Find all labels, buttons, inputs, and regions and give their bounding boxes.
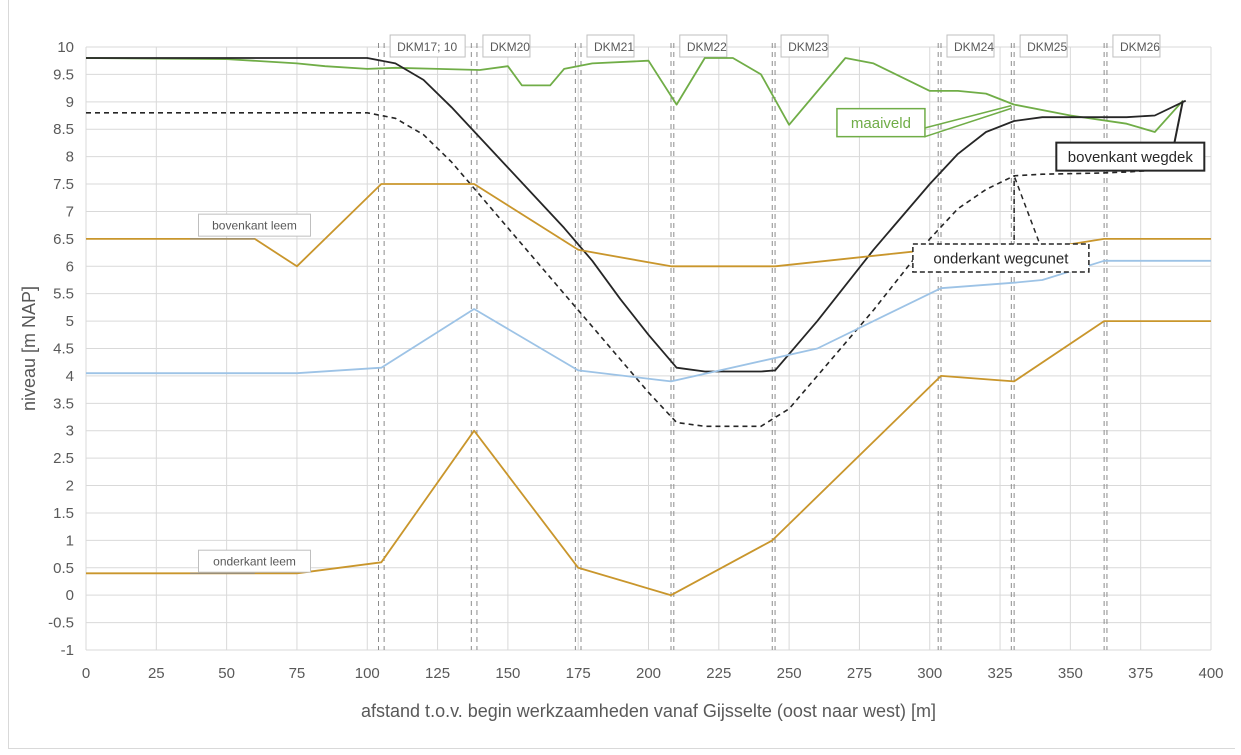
callout-label: onderkant wegcunet bbox=[933, 250, 1069, 267]
dkm-marker: DKM21 bbox=[574, 34, 635, 650]
dkm-label-box bbox=[482, 34, 531, 58]
y-tick-label: 4.5 bbox=[53, 341, 74, 358]
y-tick-label: 1.5 bbox=[53, 505, 74, 522]
x-tick-label: 125 bbox=[425, 665, 450, 682]
y-tick-label: 1 bbox=[66, 532, 74, 549]
x-tick-label: 350 bbox=[1058, 665, 1083, 682]
callout-onderkant-leem: onderkant leem bbox=[190, 549, 311, 574]
x-tick-label: 275 bbox=[847, 665, 872, 682]
x-tick-label: 325 bbox=[988, 665, 1013, 682]
dkm-label: DKM25 bbox=[1027, 40, 1067, 54]
x-tick-label: 175 bbox=[566, 665, 591, 682]
dkm-marker: DKM24 bbox=[937, 34, 995, 650]
y-tick-label: 8.5 bbox=[53, 121, 74, 138]
y-tick-label: 2.5 bbox=[53, 450, 74, 467]
dkm-label-box bbox=[1112, 34, 1161, 58]
dkm-label-box bbox=[389, 34, 466, 58]
dkm-label-box bbox=[586, 34, 635, 58]
callout-label: maaiveld bbox=[851, 115, 911, 132]
y-tick-label: 2 bbox=[66, 478, 74, 495]
y-tick-label: 4 bbox=[66, 368, 74, 385]
y-axis-title: niveau [m NAP] bbox=[19, 286, 39, 411]
dkm-label-box bbox=[679, 34, 728, 58]
x-tick-label: 250 bbox=[777, 665, 802, 682]
y-tick-label: 0 bbox=[66, 587, 74, 604]
x-tick-label: 75 bbox=[289, 665, 306, 682]
dkm-label-box bbox=[780, 34, 829, 58]
callout-leader bbox=[923, 107, 1012, 138]
x-axis-title: afstand t.o.v. begin werkzaamheden vanaf… bbox=[361, 701, 936, 721]
x-tick-label: 0 bbox=[82, 665, 90, 682]
line-chart: 0 25 50 75 100 125 150 175 200 225 250 275 300 325 350… bbox=[19, 34, 1224, 721]
callout-label: onderkant leem bbox=[213, 555, 296, 569]
series-onderkant-leem bbox=[86, 320, 1211, 597]
y-tick-label: 3 bbox=[66, 423, 74, 440]
callout-box bbox=[198, 213, 311, 237]
callout-maaiveld: maaiveld bbox=[836, 104, 1012, 138]
y-tick-label: 0.5 bbox=[53, 560, 74, 577]
callout-box bbox=[1055, 141, 1206, 172]
series-onderkant-wegcunet bbox=[86, 112, 1184, 428]
y-tick-label: 10 bbox=[57, 39, 74, 56]
y-tick-label: 5 bbox=[66, 313, 74, 330]
callout-bovenkant-wegdek: bovenkant wegdek bbox=[1055, 100, 1206, 172]
callout-leader bbox=[1013, 175, 1046, 259]
series-blue-line bbox=[86, 259, 1211, 383]
dkm-label: DKM26 bbox=[1120, 40, 1160, 54]
callout-box bbox=[912, 243, 1090, 273]
series-maaiveld bbox=[85, 57, 1184, 133]
dkm-label: DKM21 bbox=[594, 40, 634, 54]
chart-area: 0 25 50 75 100 125 150 175 200 225 250 275 300 325 350… bbox=[8, 0, 1235, 749]
callout-onderkant-wegcunet: onderkant wegcunet bbox=[912, 175, 1090, 273]
x-tick-label: 25 bbox=[148, 665, 165, 682]
y-tick-label: 9.5 bbox=[53, 66, 74, 83]
dkm-marker: DKM26 bbox=[1103, 34, 1161, 650]
x-tick-label: 225 bbox=[706, 665, 731, 682]
dkm-label: DKM23 bbox=[788, 40, 828, 54]
callout-bovenkant-leem: bovenkant leem bbox=[190, 213, 311, 240]
y-tick-label: -0.5 bbox=[48, 615, 74, 632]
callout-leader bbox=[923, 104, 1012, 129]
y-tick-label: 6 bbox=[66, 258, 74, 275]
dkm-label: DKM22 bbox=[687, 40, 727, 54]
y-tick-label: 3.5 bbox=[53, 395, 74, 412]
callout-box bbox=[198, 549, 311, 573]
x-tick-label: 400 bbox=[1198, 665, 1223, 682]
y-tick-label: 9 bbox=[66, 94, 74, 111]
callout-box bbox=[836, 107, 926, 138]
dkm-label: DKM24 bbox=[954, 40, 994, 54]
dkm-marker: DKM25 bbox=[1010, 34, 1068, 650]
y-tick-label: 5.5 bbox=[53, 286, 74, 303]
x-tick-label: 100 bbox=[355, 665, 380, 682]
y-tick-label: 7.5 bbox=[53, 176, 74, 193]
x-tick-label: 300 bbox=[917, 665, 942, 682]
x-tick-label: 200 bbox=[636, 665, 661, 682]
x-tick-label: 375 bbox=[1128, 665, 1153, 682]
callout-label: bovenkant wegdek bbox=[1068, 149, 1194, 166]
callout-label: bovenkant leem bbox=[212, 218, 297, 232]
dkm-label-box bbox=[1019, 34, 1068, 58]
dkm-marker: DKM17; 10 bbox=[378, 34, 466, 650]
x-tick-label: 50 bbox=[218, 665, 235, 682]
dkm-marker: DKM20 bbox=[470, 34, 531, 650]
dkm-label: DKM17; 10 bbox=[397, 40, 457, 54]
dkm-label: DKM20 bbox=[490, 40, 530, 54]
y-tick-label: 6.5 bbox=[53, 231, 74, 248]
y-tick-label: 7 bbox=[66, 203, 74, 220]
y-tick-label: -1 bbox=[61, 642, 74, 659]
dkm-marker: DKM22 bbox=[670, 34, 728, 650]
y-tick-label: 8 bbox=[66, 149, 74, 166]
dkm-label-box bbox=[946, 34, 995, 58]
x-tick-label: 150 bbox=[495, 665, 520, 682]
dkm-marker: DKM23 bbox=[771, 34, 829, 650]
